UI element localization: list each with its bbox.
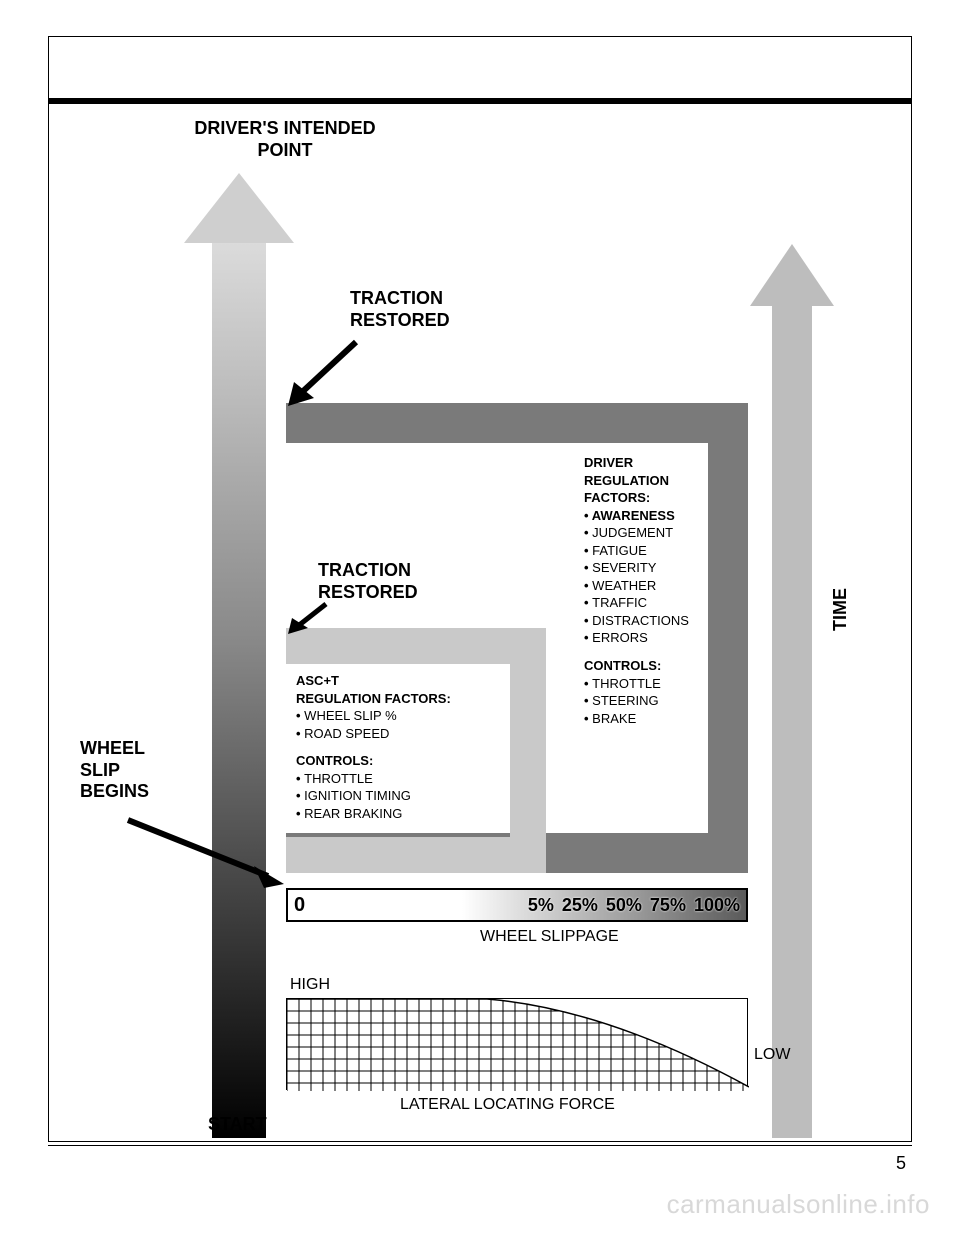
driver-control-0: THROTTLE xyxy=(584,675,734,693)
right-arrow-stem xyxy=(772,301,812,1138)
asc-title-l2: REGULATION FACTORS: xyxy=(296,690,496,708)
header-rule xyxy=(48,98,912,104)
pointer-arrow-upper-icon xyxy=(286,336,362,411)
right-arrow-head-icon xyxy=(750,244,834,306)
asc-control-1: IGNITION TIMING xyxy=(296,787,496,805)
left-arrow-stem xyxy=(212,238,266,1138)
label-wheel-slip-begins: WHEEL SLIP BEGINS xyxy=(80,738,149,803)
pointer-arrow-lower-icon xyxy=(286,600,332,641)
light-frame-bottom xyxy=(286,837,546,873)
asc-factor-1: ROAD SPEED xyxy=(296,725,496,743)
pointer-arrow-wheel-slip-icon xyxy=(120,814,290,899)
watermark: carmanualsonline.info xyxy=(667,1189,930,1220)
slippage-tick-1: 25% xyxy=(562,895,598,916)
slippage-ticks: 5% 25% 50% 75% 100% xyxy=(528,895,740,916)
label-intended-point-l2: POINT xyxy=(170,140,400,162)
driver-factor-3: SEVERITY xyxy=(584,559,734,577)
label-traction-restored-lower-l1: TRACTION xyxy=(318,560,418,582)
asc-factor-0: WHEEL SLIP % xyxy=(296,707,496,725)
label-traction-restored-upper: TRACTION RESTORED xyxy=(350,288,450,331)
label-intended-point: DRIVER'S INTENDED POINT xyxy=(170,118,400,161)
driver-controls-heading: CONTROLS: xyxy=(584,657,734,675)
driver-factor-4: WEATHER xyxy=(584,577,734,595)
asc-control-2: REAR BRAKING xyxy=(296,805,496,823)
asc-control-0: THROTTLE xyxy=(296,770,496,788)
slippage-tick-2: 50% xyxy=(606,895,642,916)
driver-factor-0: AWARENESS xyxy=(584,507,734,525)
footer-rule xyxy=(48,1145,912,1147)
label-traction-restored-upper-l1: TRACTION xyxy=(350,288,450,310)
label-time: TIME xyxy=(830,588,851,631)
driver-factor-6: DISTRACTIONS xyxy=(584,612,734,630)
left-arrow-head-icon xyxy=(184,173,294,243)
asc-title-l1: ASC+T xyxy=(296,672,496,690)
driver-controls-list: THROTTLE STEERING BRAKE xyxy=(584,675,734,728)
label-traction-restored-lower-l2: RESTORED xyxy=(318,582,418,604)
asc-controls-heading: CONTROLS: xyxy=(296,752,496,770)
slippage-tick-3: 75% xyxy=(650,895,686,916)
label-traction-restored-lower: TRACTION RESTORED xyxy=(318,560,418,603)
driver-title-l1: DRIVER xyxy=(584,454,734,472)
driver-factor-2: FATIGUE xyxy=(584,542,734,560)
label-high: HIGH xyxy=(290,976,330,994)
driver-factors-list: AWARENESS JUDGEMENT FATIGUE SEVERITY WEA… xyxy=(584,507,734,647)
label-wheel-slip-l2: SLIP xyxy=(80,760,149,782)
asc-factors-list: WHEEL SLIP % ROAD SPEED xyxy=(296,707,496,742)
driver-factor-1: JUDGEMENT xyxy=(584,524,734,542)
driver-control-1: STEERING xyxy=(584,692,734,710)
label-lateral-locating-force: LATERAL LOCATING FORCE xyxy=(400,1096,615,1114)
driver-info-block: DRIVER REGULATION FACTORS: AWARENESS JUD… xyxy=(584,454,734,727)
asc-controls-list: THROTTLE IGNITION TIMING REAR BRAKING xyxy=(296,770,496,823)
slippage-tick-0: 5% xyxy=(528,895,554,916)
driver-factor-7: ERRORS xyxy=(584,629,734,647)
label-low: LOW xyxy=(754,1046,790,1064)
driver-title-l2: REGULATION xyxy=(584,472,734,490)
page: DRIVER'S INTENDED POINT TIME TRACTION xyxy=(0,0,960,1242)
driver-factor-5: TRAFFIC xyxy=(584,594,734,612)
slippage-tick-4: 100% xyxy=(694,895,740,916)
slippage-zero: 0 xyxy=(294,894,305,917)
page-number: 5 xyxy=(896,1153,906,1174)
asc-info-block: ASC+T REGULATION FACTORS: WHEEL SLIP % R… xyxy=(296,672,496,822)
label-traction-restored-upper-l2: RESTORED xyxy=(350,310,450,332)
diagram: DRIVER'S INTENDED POINT TIME TRACTION xyxy=(100,128,880,1138)
label-start: START xyxy=(208,1114,267,1136)
driver-title-l3: FACTORS: xyxy=(584,489,734,507)
label-wheel-slippage: WHEEL SLIPPAGE xyxy=(480,928,619,946)
label-wheel-slip-l3: BEGINS xyxy=(80,781,149,803)
wheel-slippage-bar: 0 5% 25% 50% 75% 100% xyxy=(286,888,748,922)
lateral-locating-force-chart xyxy=(286,998,748,1090)
label-intended-point-l1: DRIVER'S INTENDED xyxy=(170,118,400,140)
driver-control-2: BRAKE xyxy=(584,710,734,728)
label-wheel-slip-l1: WHEEL xyxy=(80,738,149,760)
